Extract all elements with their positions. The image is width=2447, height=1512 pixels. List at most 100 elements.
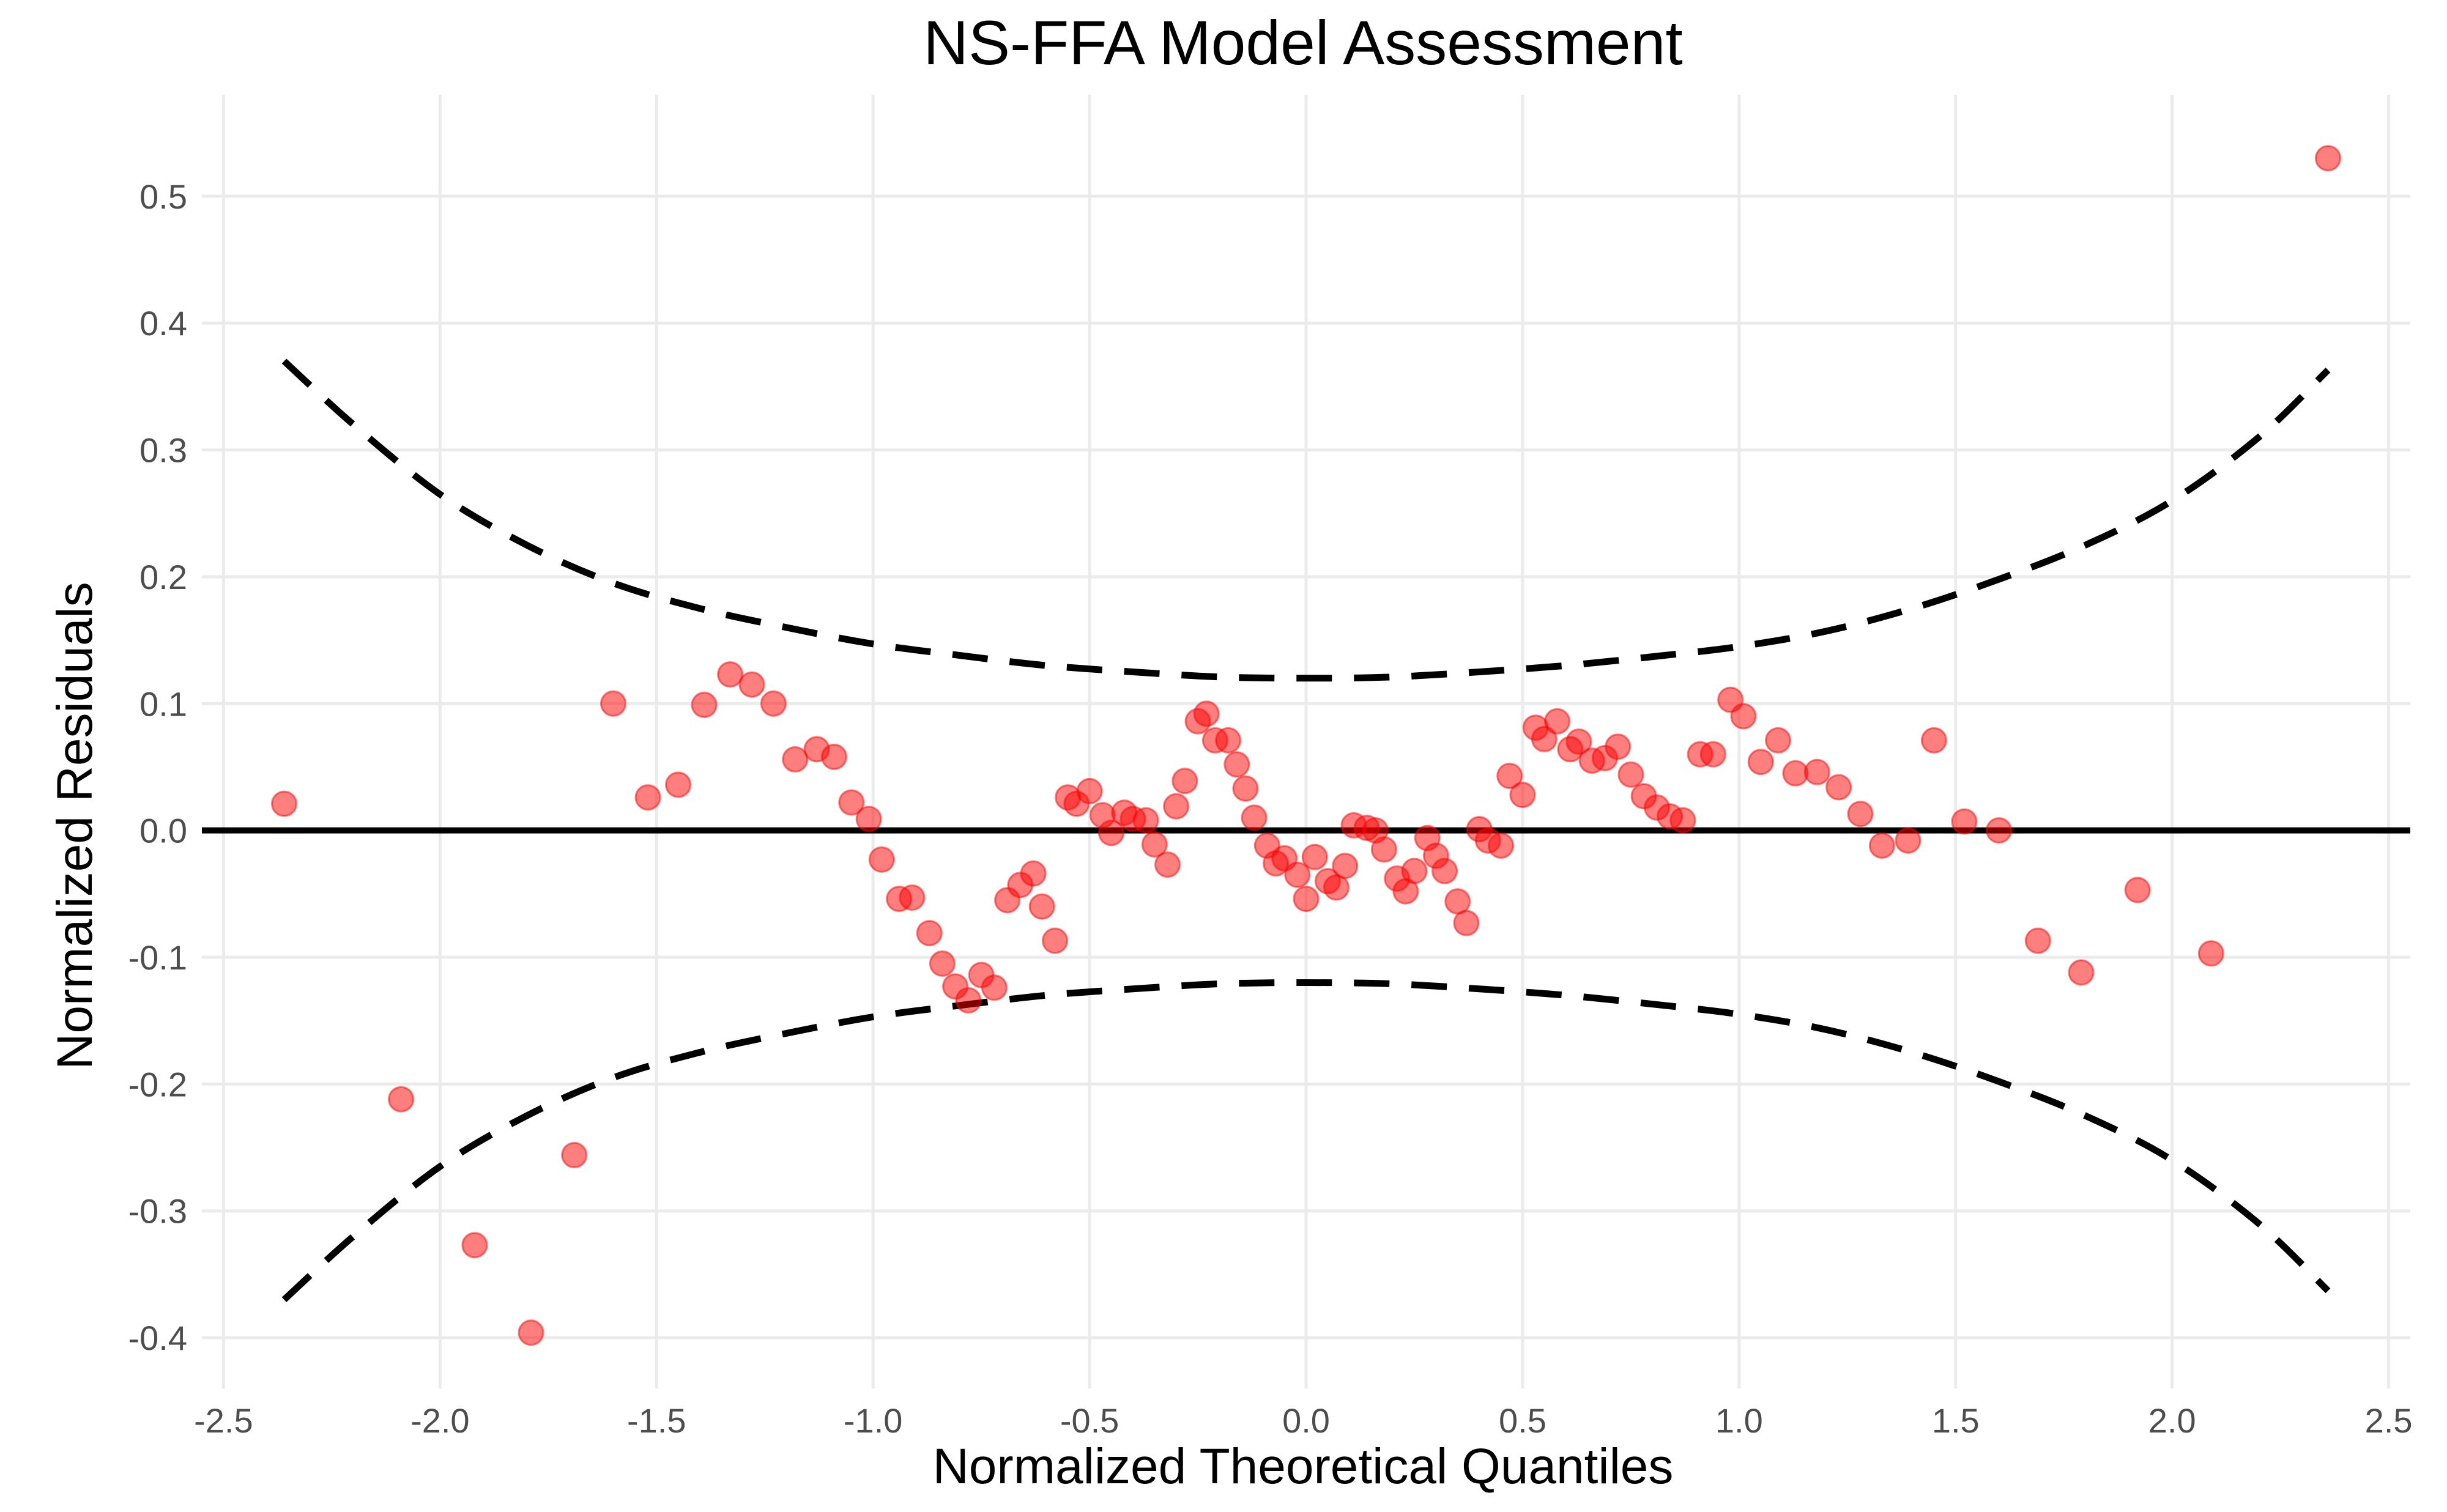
residual-point (1401, 858, 1428, 884)
residual-point (1370, 836, 1397, 863)
residual-point (1293, 886, 1320, 913)
residual-point (1163, 793, 1190, 820)
residual-point (634, 784, 661, 811)
chart-title: NS-FFA Model Assessment (923, 8, 1682, 78)
x-tick-label: 2.0 (2148, 1401, 2196, 1440)
y-tick-label: 0.1 (139, 684, 187, 723)
residual-point (1488, 832, 1514, 859)
residual-point (1076, 777, 1103, 804)
x-axis-ticks: -2.5 -2.0 -1.5 -1.0 -0.5 0.0 0.5 1.0 1.5 2.0 2.5 (194, 1401, 2412, 1440)
residual-point (760, 690, 787, 717)
y-tick-label: 0.3 (139, 431, 187, 470)
residual-point (2124, 876, 2151, 903)
residual-point (855, 806, 882, 832)
residual-point (738, 671, 765, 698)
residual-point (1847, 801, 1874, 828)
residual-point (518, 1319, 544, 1346)
residual-point (388, 1086, 415, 1113)
y-tick-label: -0.4 (128, 1319, 188, 1357)
residual-point (1951, 808, 1978, 835)
residual-point (2068, 959, 2095, 986)
residual-point (1215, 727, 1242, 754)
residual-point (2315, 145, 2341, 172)
residual-point (1605, 733, 1632, 760)
confidence-band (281, 358, 2331, 1302)
x-tick-label: -2.5 (194, 1401, 253, 1440)
residual-point (1172, 768, 1198, 795)
lower-confidence-line (281, 979, 2331, 1302)
y-tick-label: 0.2 (139, 558, 187, 596)
residual-point (1193, 700, 1220, 727)
residual-point (271, 790, 297, 817)
x-tick-label: -1.5 (627, 1401, 686, 1440)
residual-point (916, 920, 943, 947)
residual-point (1565, 728, 1592, 755)
upper-confidence-line (281, 358, 2331, 682)
residual-point (1868, 832, 1895, 859)
residual-point (1986, 817, 2012, 844)
residual-point (2197, 940, 2224, 967)
residual-point (1020, 860, 1047, 887)
residual-point (1042, 927, 1068, 954)
residual-point (955, 987, 982, 1014)
y-tick-label: 0.0 (139, 812, 187, 850)
residual-point (1301, 843, 1328, 870)
residual-point (1496, 763, 1523, 789)
x-tick-label: 1.0 (1715, 1401, 1763, 1440)
residual-point (1509, 782, 1536, 809)
residual-point (899, 884, 926, 911)
residual-point (1232, 775, 1259, 802)
y-tick-label: -0.3 (128, 1192, 188, 1231)
x-tick-label: 2.5 (2365, 1401, 2413, 1440)
residual-point (1453, 910, 1480, 936)
residual-point (1154, 851, 1181, 878)
residual-point (981, 974, 1008, 1001)
y-axis-ticks: -0.4 -0.3 -0.2 -0.1 0.0 0.1 0.2 0.3 0.4 0.5 (128, 177, 188, 1357)
grid-lines (202, 95, 2410, 1388)
residual-point (561, 1142, 588, 1168)
residual-point (1098, 820, 1124, 847)
residual-point (1431, 858, 1458, 884)
y-tick-label: -0.2 (128, 1065, 188, 1103)
y-axis-label: Normalized Residuals (47, 582, 103, 1070)
x-tick-label: -0.5 (1060, 1401, 1120, 1440)
x-tick-label: 0.5 (1499, 1401, 1547, 1440)
residual-point (929, 950, 956, 977)
residual-point (1284, 861, 1311, 888)
residual-point (691, 691, 718, 718)
residual-point (717, 661, 744, 688)
residual-point (1332, 853, 1359, 880)
residual-point (2024, 927, 2051, 954)
residual-point (1730, 703, 1757, 730)
x-tick-label: 1.5 (1932, 1401, 1980, 1440)
y-tick-label: -0.1 (128, 938, 188, 977)
residual-points (271, 145, 2341, 1346)
x-tick-label: 0.0 (1282, 1401, 1330, 1440)
residual-point (838, 789, 865, 816)
residual-point (1895, 827, 1922, 854)
x-tick-label: -2.0 (410, 1401, 470, 1440)
residual-point (1765, 727, 1791, 754)
y-tick-label: 0.5 (139, 177, 187, 216)
residual-point (1747, 749, 1774, 776)
residual-point (1141, 831, 1168, 858)
residual-point (461, 1232, 488, 1259)
residual-point (1617, 761, 1644, 788)
residual-point (1132, 807, 1159, 834)
residual-point (1803, 758, 1830, 785)
residual-point (1920, 727, 1947, 754)
residual-point (1825, 774, 1852, 801)
residual-point (665, 771, 692, 798)
residual-point (1699, 741, 1726, 768)
residual-point (1028, 893, 1055, 920)
residual-point (782, 746, 809, 773)
residual-point (600, 690, 626, 717)
residual-point (821, 743, 847, 770)
y-tick-label: 0.4 (139, 304, 187, 343)
x-axis-label: Normalized Theoretical Quantiles (933, 1439, 1674, 1494)
residual-point (868, 846, 895, 873)
residual-point (1224, 751, 1250, 778)
x-tick-label: -1.0 (844, 1401, 903, 1440)
